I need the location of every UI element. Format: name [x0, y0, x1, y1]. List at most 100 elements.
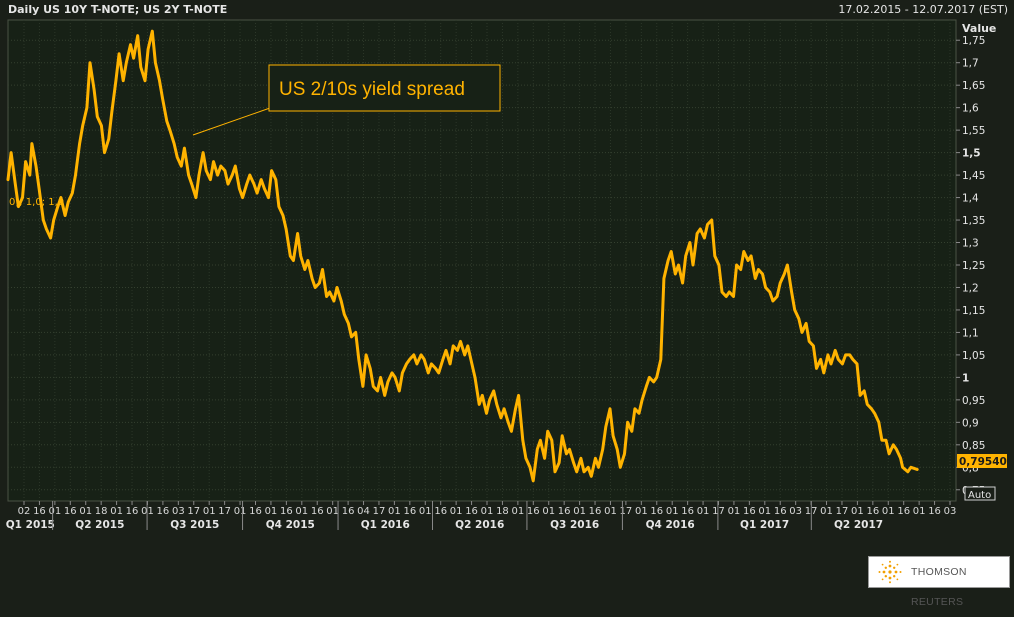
x-day-tick-label: 01: [234, 506, 247, 517]
x-day-tick-label: 01: [203, 506, 216, 517]
x-quarter-label: Q2 2015: [75, 519, 124, 531]
x-day-tick-label: 16: [157, 506, 170, 517]
y-tick-label: 0,85: [962, 440, 985, 452]
x-day-tick-label: 17: [218, 506, 231, 517]
x-day-tick-label: 16: [403, 506, 416, 517]
y-tick-label: 1,65: [962, 80, 985, 92]
y-tick-label: 0,95: [962, 395, 985, 407]
x-day-tick-label: 17: [620, 506, 633, 517]
x-day-tick-label: 17: [712, 506, 725, 517]
x-day-tick-label: 01: [604, 506, 617, 517]
x-day-tick-label: 16: [342, 506, 355, 517]
x-day-tick-label: 16: [434, 506, 447, 517]
x-day-tick-label: 01: [419, 506, 432, 517]
x-quarter-label: Q2 2017: [834, 519, 883, 531]
x-quarter-label: Q3 2016: [550, 519, 599, 531]
x-day-tick-label: 17: [187, 506, 200, 517]
x-day-tick-label: 01: [79, 506, 92, 517]
x-quarter-label: Q4 2016: [646, 519, 695, 531]
x-day-tick-label: 01: [450, 506, 463, 517]
x-day-tick-label: 01: [295, 506, 308, 517]
x-day-tick-label: 16: [33, 506, 46, 517]
x-day-tick-label: 01: [481, 506, 494, 517]
auto-scale-label: Auto: [968, 490, 991, 501]
x-quarter-label: Q1 2015: [6, 519, 55, 531]
y-tick-label: 0,9: [962, 417, 979, 429]
y-tick-label: 1,1: [962, 327, 979, 339]
x-day-tick-label: 01: [542, 506, 555, 517]
series-layer: [6, 29, 919, 483]
x-day-tick-label: 18: [496, 506, 509, 517]
y-tick-label: 1,05: [962, 350, 985, 362]
x-quarter-label: Q2 2016: [455, 519, 504, 531]
x-quarter-label: Q4 2015: [266, 519, 315, 531]
x-day-tick-label: 16: [64, 506, 77, 517]
x-day-tick-label: 16: [465, 506, 478, 517]
x-day-tick-label: 01: [882, 506, 895, 517]
annotation-leader-line: [192, 107, 271, 136]
annotation-text: US 2/10s yield spread: [279, 79, 465, 100]
x-day-tick-label: 01: [666, 506, 679, 517]
x-day-tick-label: 01: [265, 506, 278, 517]
x-quarter-label: Q3 2015: [170, 519, 219, 531]
x-day-tick-label: 16: [681, 506, 694, 517]
x-day-tick-label: 01: [511, 506, 524, 517]
y-tick-label: 1,6: [962, 103, 979, 115]
y-tick-label: 1,4: [962, 193, 979, 205]
x-day-tick-label: 01: [110, 506, 123, 517]
x-day-tick-label: 16: [743, 506, 756, 517]
x-day-tick-label: 03: [789, 506, 802, 517]
annotation-box: [268, 64, 501, 112]
x-day-tick-label: 16: [527, 506, 540, 517]
y-tick-label: 1,15: [962, 305, 985, 317]
y-tick-label: 1,55: [962, 125, 985, 137]
auto-scale-button[interactable]: [964, 486, 996, 501]
last-value-badge: [957, 454, 1007, 468]
thomson-reuters-logo: THOMSON REUTERS: [868, 556, 1010, 608]
x-day-tick-label: 01: [820, 506, 833, 517]
x-day-tick-label: 01: [851, 506, 864, 517]
y-tick-label: 1,75: [962, 35, 985, 47]
legend-fragment: 0); 1,0; 1,0: [9, 197, 64, 208]
x-day-tick-label: 01: [697, 506, 710, 517]
y-tick-label: 1: [962, 372, 969, 384]
x-day-tick-label: 01: [326, 506, 339, 517]
x-day-tick-label: 18: [95, 506, 108, 517]
y-tick-label: 1,5: [962, 148, 981, 160]
y-axis-title: Value: [962, 22, 996, 35]
x-day-tick-label: 16: [650, 506, 663, 517]
x-day-tick-label: 16: [126, 506, 139, 517]
chart-header: Daily US 10Y T-NOTE; US 2Y T-NOTE 17.02.…: [0, 0, 1014, 20]
x-day-tick-label: 16: [928, 506, 941, 517]
y-tick-label: 1,45: [962, 170, 985, 182]
x-quarter-label: Q1 2016: [361, 519, 410, 531]
x-quarter-label: Q1 2017: [740, 519, 789, 531]
x-day-tick-label: 01: [635, 506, 648, 517]
gridlines: [8, 20, 956, 501]
chart-title: Daily US 10Y T-NOTE; US 2Y T-NOTE: [8, 3, 228, 16]
chart-svg: 1,75 1,7 1,65 1,6 1,55 1,5 1,45 1,4 1,35 1,3 1,25 1…: [5, 19, 1007, 531]
x-day-tick-label: 16: [311, 506, 324, 517]
x-day-tick-label: 17: [373, 506, 386, 517]
x-day-tick-label: 01: [758, 506, 771, 517]
date-range: 17.02.2015 - 12.07.2017 (EST): [838, 3, 1008, 16]
logo-text: THOMSON REUTERS: [911, 566, 967, 608]
last-value-label: 0,79540: [959, 456, 1007, 468]
y-tick-label: 1,7: [962, 58, 979, 70]
x-day-tick-label: 16: [897, 506, 910, 517]
series-line-us-2-10s-spread: [6, 29, 919, 483]
x-day-tick-label: 01: [48, 506, 61, 517]
x-day-tick-label: 02: [18, 506, 31, 517]
y-tick-label: 1,25: [962, 260, 985, 272]
x-day-tick-label: 01: [388, 506, 401, 517]
x-day-tick-label: 16: [774, 506, 787, 517]
x-day-tick-label: 01: [728, 506, 741, 517]
reuters-dot-logo-icon: [878, 560, 902, 584]
x-day-tick-label: 17: [836, 506, 849, 517]
y-tick-label: 1,3: [962, 238, 979, 250]
x-day-tick-label: 01: [573, 506, 586, 517]
y-tick-label: 1,2: [962, 282, 979, 294]
x-day-tick-label: 16: [866, 506, 879, 517]
y-tick-label: 1,35: [962, 215, 985, 227]
x-day-tick-label: 03: [172, 506, 185, 517]
